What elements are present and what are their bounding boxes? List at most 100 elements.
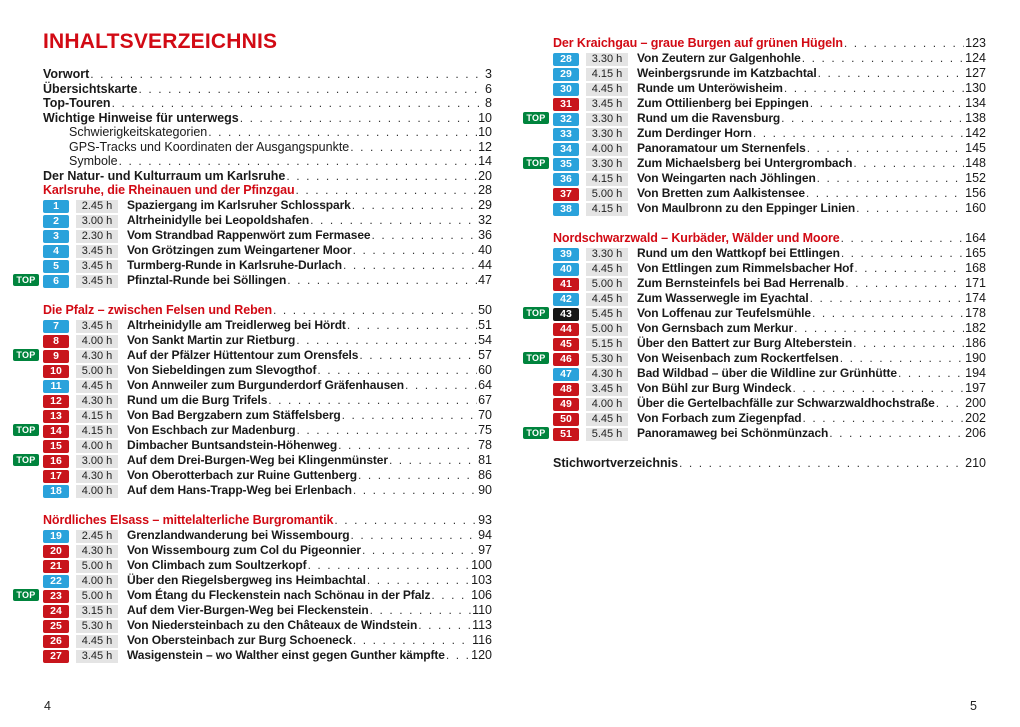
dot-leader <box>240 111 477 125</box>
tour-title: Von Annweiler zum Burgunderdorf Gräfenha… <box>127 378 404 392</box>
tour-duration: 3.45 h <box>586 383 628 396</box>
page-number: 178 <box>965 306 986 320</box>
tour-row: TOP 9 4.30 h Auf der Pfälzer Hüttentour zum… <box>13 348 492 363</box>
front-matter-entry: Top-Touren 8 <box>43 96 492 111</box>
tour-row: 45 5.15 h Über den Battert zur Burg Altebe… <box>553 336 986 351</box>
page-number: 182 <box>965 321 986 335</box>
page-number: 100 <box>471 558 492 572</box>
tour-row: 17 4.30 h Von Oberotterbach zur Ruine Gutt… <box>43 468 492 483</box>
right-column: Der Kraichgau – graue Burgen auf grünen … <box>523 36 986 471</box>
tour-title: Von Bretten zum Aalkistensee <box>637 186 805 200</box>
section-title: Nördliches Elsass – mittelalterliche Bur… <box>43 513 334 527</box>
tour-number-badge: 27 <box>43 650 69 663</box>
tour-number-badge: 21 <box>43 560 69 573</box>
dot-leader <box>367 573 470 587</box>
page-number: 54 <box>478 333 492 347</box>
front-matter-entry: Der Natur- und Kulturraum um Karlsruhe 20 <box>43 169 492 184</box>
tour-row: 21 5.00 h Von Climbach zum Soultzerkopf 100 <box>43 558 492 573</box>
page-number: 10 <box>478 110 492 125</box>
tour-number-badge: 1 <box>43 200 69 213</box>
dot-leader <box>119 154 477 168</box>
page-number: 29 <box>478 198 492 212</box>
dot-leader <box>343 258 477 272</box>
page-number: 124 <box>965 51 986 65</box>
tour-duration: 4.00 h <box>76 485 118 498</box>
dot-leader <box>807 141 964 155</box>
section-title: Der Kraichgau – graue Burgen auf grünen … <box>553 36 843 50</box>
page-number: 206 <box>965 426 986 440</box>
tour-title: Altrheinidylle am Treidlerweg bei Hördt <box>127 318 346 332</box>
dot-leader <box>334 513 477 527</box>
tour-row: 36 4.15 h Von Weingarten nach Jöhlingen 152 <box>553 171 986 186</box>
tour-title: Von Bühl zur Burg Windeck <box>637 381 792 395</box>
tour-duration: 4.45 h <box>586 83 628 96</box>
tour-duration: 5.15 h <box>586 338 628 351</box>
tour-number-badge: 25 <box>43 620 69 633</box>
section-header-row: Nordschwarzwald – Kurbäder, Wälder und M… <box>553 231 986 246</box>
tour-row: 10 5.00 h Von Siebeldingen zum Slevogthof 6… <box>43 363 492 378</box>
tour-number-badge: 33 <box>553 128 579 141</box>
tour-number-badge: 34 <box>553 143 579 156</box>
tour-number-badge: 50 <box>553 413 579 426</box>
page-number: 86 <box>478 468 492 482</box>
tour-title: Rund um die Ravensburg <box>637 111 781 125</box>
index-entry-row: Stichwortverzeichnis 210 <box>553 456 986 471</box>
dot-leader <box>353 243 477 257</box>
tour-title: Pfinztal-Runde bei Söllingen <box>127 273 287 287</box>
page-number: 10 <box>478 125 492 139</box>
tour-number-badge: 47 <box>553 368 579 381</box>
tour-row: 41 5.00 h Zum Bernsteinfels bei Bad Herren… <box>553 276 986 291</box>
tour-row: 5 3.45 h Turmberg-Runde in Karlsruhe-Durla… <box>43 258 492 273</box>
tour-number-badge: 44 <box>553 323 579 336</box>
dot-leader <box>845 276 964 290</box>
front-matter-entry: Übersichtskarte 6 <box>43 82 492 97</box>
tour-number-badge: 13 <box>43 410 69 423</box>
dot-leader <box>853 336 964 350</box>
top-badge: TOP <box>523 352 549 364</box>
page-number: 20 <box>478 168 492 183</box>
page-number: 60 <box>478 363 492 377</box>
tour-title: Turmberg-Runde in Karlsruhe-Durlach <box>127 258 342 272</box>
page-number: 134 <box>965 96 986 110</box>
front-matter-label: Wichtige Hinweise für unterwegs <box>43 110 239 125</box>
tour-row: 38 4.15 h Von Maulbronn zu den Eppinger Li… <box>553 201 986 216</box>
tour-title: Wasigenstein – wo Walther einst gegen Gu… <box>127 648 445 662</box>
tour-duration: 3.30 h <box>586 158 628 171</box>
tour-title: Auf dem Drei-Burgen-Weg bei Klingenmünst… <box>127 453 388 467</box>
tour-number-badge: 39 <box>553 248 579 261</box>
tour-row: TOP 43 5.45 h Von Loffenau zur Teufelsmühle… <box>523 306 986 321</box>
page-number: 160 <box>965 201 986 215</box>
top-badge: TOP <box>13 274 39 286</box>
page-number: 110 <box>472 603 492 617</box>
tour-duration: 3.45 h <box>76 275 118 288</box>
page-number: 210 <box>965 456 986 470</box>
tour-title: Zum Derdinger Horn <box>637 126 752 140</box>
tour-title: Von Zeutern zur Galgenhohle <box>637 51 801 65</box>
right-column-sections: Der Kraichgau – graue Burgen auf grünen … <box>523 36 986 441</box>
front-matter-label: GPS-Tracks und Koordinaten der Ausgangsp… <box>69 139 350 154</box>
tour-row: 40 4.45 h Von Ettlingen zum Rimmelsbacher … <box>553 261 986 276</box>
tour-title: Von Maulbronn zu den Eppinger Linien <box>637 201 856 215</box>
tour-duration: 3.15 h <box>76 605 118 618</box>
tour-duration: 4.30 h <box>76 545 118 558</box>
dot-leader <box>273 303 477 317</box>
tour-row: 29 4.15 h Weinbergsrunde im Katzbachtal 127 <box>553 66 986 81</box>
dot-leader <box>353 633 471 647</box>
tour-duration: 3.30 h <box>586 113 628 126</box>
tour-title: Von Bad Bergzabern zum Stäffelsberg <box>127 408 341 422</box>
dot-leader <box>286 169 477 183</box>
tour-number-badge: 20 <box>43 545 69 558</box>
dot-leader <box>370 603 471 617</box>
tour-title: Von Weingarten nach Jöhlingen <box>637 171 816 185</box>
tour-number-badge: 8 <box>43 335 69 348</box>
tour-row: TOP 6 3.45 h Pfinztal-Runde bei Söllingen 47 <box>13 273 492 288</box>
dot-leader <box>806 186 964 200</box>
dot-leader <box>317 363 477 377</box>
top-badge: TOP <box>523 112 549 124</box>
tour-title: Von Climbach zum Soultzerkopf <box>127 558 307 572</box>
tour-title: Über die Gertelbachfälle zur Schwarzwald… <box>637 396 935 410</box>
tour-duration: 4.00 h <box>76 335 118 348</box>
tour-row: 3 2.30 h Vom Strandbad Rappenwört zum Ferm… <box>43 228 492 243</box>
tour-title: Von Wissembourg zum Col du Pigeonnier <box>127 543 361 557</box>
tour-title: Von Niedersteinbach zu den Châteaux de W… <box>127 618 418 632</box>
